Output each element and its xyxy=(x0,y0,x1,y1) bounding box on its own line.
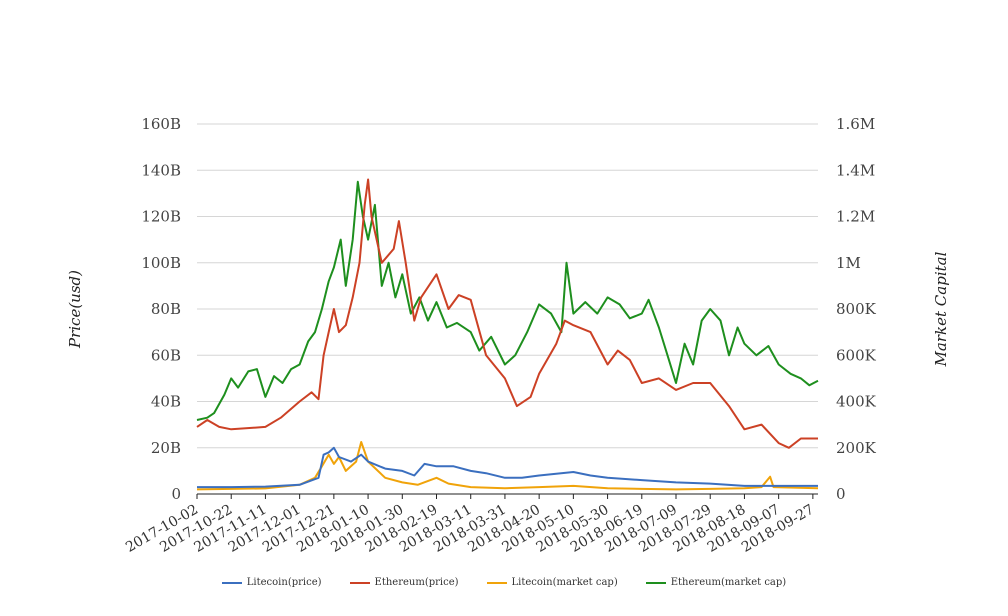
legend-item[interactable]: Ethereum(price) xyxy=(349,577,459,588)
legend: Litecoin(price) Ethereum(price) Litecoin(m… xyxy=(0,577,1008,588)
y-left-tick-label: 0 xyxy=(171,485,181,503)
legend-label: Litecoin(market cap) xyxy=(511,577,618,588)
y-right-tick-label: 1M xyxy=(836,254,861,272)
series-line-ethereum-price xyxy=(196,178,818,449)
legend-item[interactable]: Ethereum(market cap) xyxy=(645,577,787,588)
y-right-tick-label: 800K xyxy=(836,300,877,318)
y-right-tick-label: 1.4M xyxy=(836,161,875,179)
y-right-tick-label: 0 xyxy=(836,485,846,503)
legend-item[interactable]: Litecoin(market cap) xyxy=(486,577,618,588)
y-left-tick-label: 140B xyxy=(141,161,181,179)
y-left-tick-label: 100B xyxy=(141,254,181,272)
y-left-tick-label: 60B xyxy=(151,346,181,364)
y-right-tick-label: 400K xyxy=(836,393,877,411)
y-left-axis-title: Price(usd) xyxy=(66,270,84,349)
y-left-tick-label: 80B xyxy=(151,300,181,318)
series-line-litecoin-price xyxy=(197,446,818,489)
y-right-tick-label: 600K xyxy=(836,346,877,364)
y-right-tick-label: 1.6M xyxy=(836,115,875,133)
y-left-tick-label: 120B xyxy=(141,208,181,226)
y-right-tick-label: 200K xyxy=(836,439,877,457)
series-line-ethereum-market-cap xyxy=(196,180,819,421)
y-left-tick-label: 20B xyxy=(151,439,181,457)
y-right-tick-label: 1.2M xyxy=(836,208,875,226)
legend-label: Ethereum(price) xyxy=(374,577,459,588)
y-left-tick-label: 40B xyxy=(151,393,181,411)
legend-item[interactable]: Litecoin(price) xyxy=(221,577,322,588)
legend-swatch xyxy=(645,581,666,584)
legend-swatch xyxy=(221,581,242,584)
series-line-litecoin-market-cap xyxy=(196,441,819,491)
y-left-tick-label: 160B xyxy=(141,115,181,133)
legend-label: Litecoin(price) xyxy=(246,577,322,588)
legend-swatch xyxy=(349,581,370,584)
y-right-axis-title: Market Capital xyxy=(932,251,950,367)
legend-label: Ethereum(market cap) xyxy=(670,577,787,588)
legend-swatch xyxy=(486,581,507,584)
